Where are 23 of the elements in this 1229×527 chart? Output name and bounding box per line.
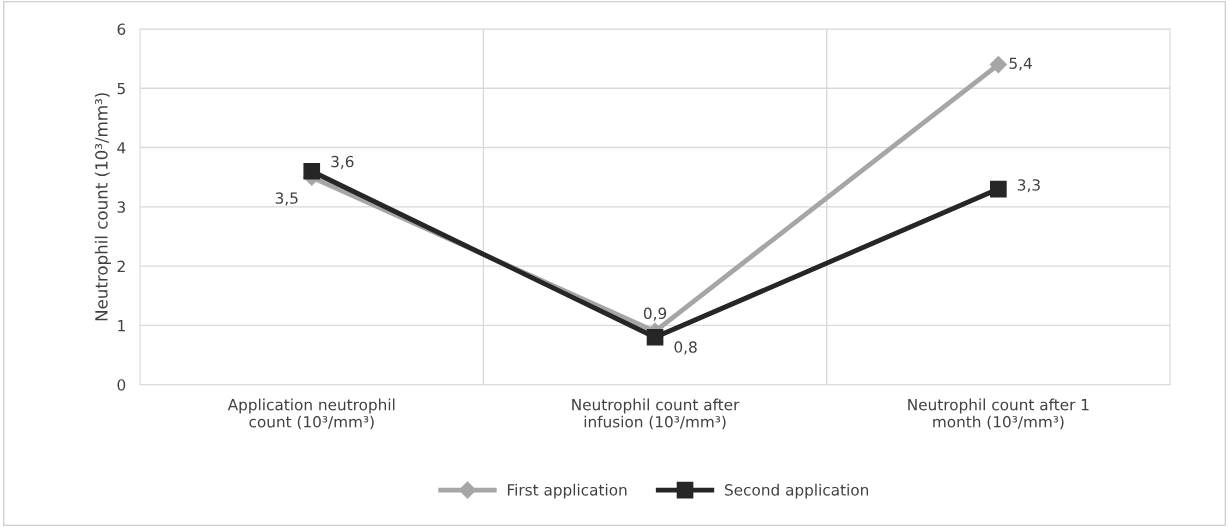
legend-label: Second application bbox=[725, 483, 869, 499]
data-label: 5,4 bbox=[1009, 57, 1032, 71]
point bbox=[646, 328, 664, 346]
data-label: 3,5 bbox=[275, 192, 298, 206]
data-label: 0,8 bbox=[674, 341, 697, 355]
legend-label: First application bbox=[507, 483, 627, 499]
y-tick-label: 2 bbox=[117, 260, 125, 272]
y-tick-label: 0 bbox=[117, 379, 126, 391]
y-tick-label: 1 bbox=[118, 320, 125, 332]
data-label: 3,6 bbox=[331, 155, 354, 169]
y-axis-title: Neutrophil count (10³/mm³) bbox=[94, 93, 111, 321]
x-tick-label: Neutrophil count after 1 month (10³/mm³) bbox=[908, 398, 1089, 430]
y-tick-label: 6 bbox=[117, 23, 126, 36]
data-label: 0,9 bbox=[643, 307, 667, 321]
point bbox=[989, 56, 1007, 74]
y-tick-label: 4 bbox=[117, 142, 126, 154]
y-tick-label: 3 bbox=[117, 201, 125, 213]
x-tick-label: Application neutrophil count (10³/mm³) bbox=[227, 398, 395, 430]
data-label: 3,3 bbox=[1017, 179, 1040, 193]
point bbox=[990, 180, 1007, 198]
x-tick-label: Neutrophil count after infusion (10³/mm³) bbox=[572, 398, 740, 430]
y-tick-label: 5 bbox=[117, 82, 125, 95]
point bbox=[303, 162, 321, 180]
